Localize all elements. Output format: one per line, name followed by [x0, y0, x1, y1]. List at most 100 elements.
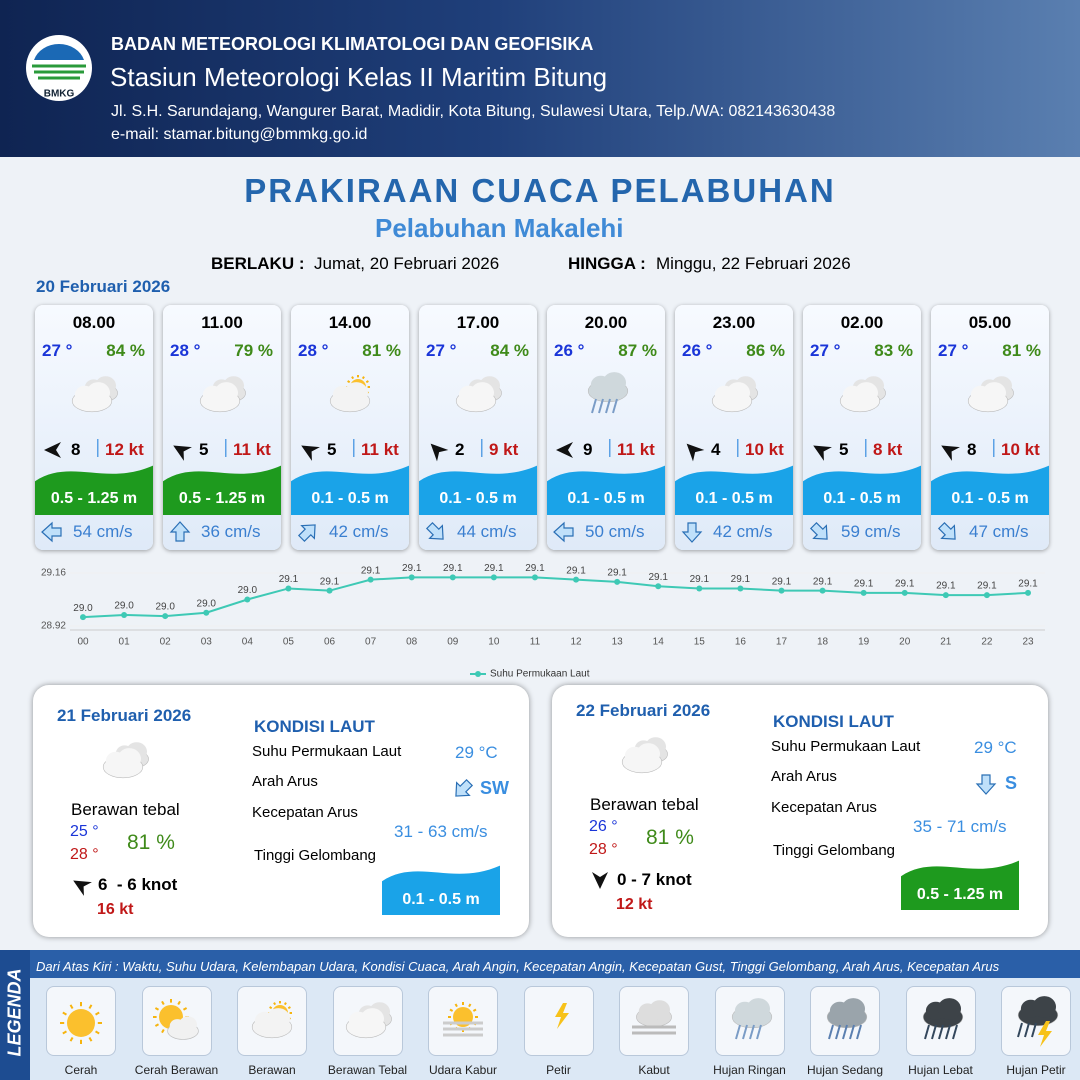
to-label: HINGGA :: [568, 254, 646, 273]
day-panel: 22 Februari 2026 Berawan tebal 26 ° 28 ° 81 …: [552, 685, 1048, 937]
sst: 29 °C: [974, 738, 1017, 757]
legend-icon-box: [810, 986, 880, 1056]
rain: [1024, 1022, 1030, 1038]
sun: [67, 1009, 95, 1037]
value-label: 29.1: [484, 563, 504, 574]
sst-point: [1025, 589, 1031, 596]
current-arrow-box: [455, 778, 474, 797]
sun-ray: [182, 1007, 187, 1011]
wind-arrow-box: [556, 442, 573, 458]
sun-ray: [269, 1006, 273, 1010]
wave-height: 0.1 - 0.5 m: [823, 490, 901, 507]
x-tick-label: 03: [201, 637, 213, 648]
legend-icon-box: [523, 986, 594, 1056]
current-speed: 47 cm/s: [969, 522, 1029, 541]
air-temp: 27 °: [42, 341, 73, 360]
cloud-part: [841, 998, 865, 1020]
value-label: 29.1: [525, 563, 545, 574]
humidity: 79 %: [234, 341, 273, 360]
condition: Berawan tebal: [71, 800, 180, 819]
x-tick-label: 15: [694, 637, 706, 648]
rain: [734, 1024, 741, 1040]
cloud-part: [266, 1008, 290, 1030]
sst-line: [82, 576, 1029, 619]
gust: 11 kt: [617, 440, 655, 459]
address: Jl. S.H. Sarundajang, Wangurer Barat, Ma…: [111, 103, 836, 120]
weather-icon: [199, 376, 246, 413]
time: 05.00: [968, 313, 1012, 332]
value-label: 29.1: [854, 579, 874, 590]
sst-label: Suhu Permukaan Laut: [771, 738, 921, 755]
sun-ray: [454, 1003, 458, 1008]
x-tick-label: 00: [77, 637, 89, 648]
wave-box: [35, 465, 153, 515]
sun-ray: [472, 1008, 477, 1012]
wind-arrow: [556, 442, 573, 458]
cloud-part: [1032, 996, 1056, 1018]
wave: [675, 465, 793, 515]
wave-height: 0.1 - 0.5 m: [402, 891, 480, 908]
speed-label: Kecepatan Arus: [771, 799, 877, 816]
value-label: 29.1: [607, 567, 627, 578]
sun-ray: [361, 376, 365, 380]
rain: [605, 398, 611, 414]
wave-height: 0.1 - 0.5 m: [439, 490, 517, 507]
sun-ray: [69, 1004, 74, 1009]
rain: [591, 398, 597, 414]
wind-arrow-box: [301, 445, 320, 461]
wind-arrow-box: [941, 445, 960, 461]
speed-label: Kecepatan Arus: [252, 804, 358, 821]
legend-icon-box: [332, 986, 403, 1056]
cloud-part: [360, 1008, 384, 1030]
logo-sky: [34, 44, 84, 60]
wind-speed: 8: [967, 440, 977, 459]
wind-arrow: [592, 872, 608, 889]
legend-label: Suhu Permukaan Laut: [490, 669, 590, 680]
wind-arrow-box: [73, 880, 92, 896]
wave: [803, 465, 921, 515]
sun-ray: [154, 1007, 159, 1011]
sst-point: [203, 609, 210, 616]
time: 11.00: [201, 313, 243, 332]
wind-speed: 4: [711, 440, 721, 459]
legend-icon: [731, 998, 772, 1040]
air-temp: 26 °: [682, 341, 713, 360]
wave: [35, 465, 153, 515]
legend-icon: [443, 1002, 483, 1037]
legend-label: Udara Kabur: [428, 1063, 498, 1077]
value-label: 29.1: [443, 563, 463, 574]
day-date: 22 Februari 2026: [576, 701, 711, 720]
time: 23.00: [712, 313, 756, 332]
legend-icon: [554, 1003, 569, 1029]
legend-label: Berawan Tebal: [327, 1063, 408, 1077]
from-label: BERLAKU :: [211, 254, 305, 273]
time: 20.00: [584, 313, 628, 332]
gust: 10 kt: [1001, 440, 1040, 459]
current-speed: 54 cm/s: [73, 522, 133, 541]
legend-label: Berawan: [248, 1063, 296, 1077]
temp-max: 28 °: [589, 841, 618, 858]
sst-point: [285, 585, 292, 592]
wave-height: 0.1 - 0.5 m: [951, 490, 1029, 507]
sun-ray: [160, 1000, 165, 1006]
value-label: 29.0: [238, 585, 258, 596]
wave-height: 0.1 - 0.5 m: [695, 490, 773, 507]
cloud-part: [937, 998, 961, 1020]
gust: 12 kt: [105, 440, 144, 459]
wind: 0 - 7 knot: [617, 870, 692, 889]
wave-box: [803, 465, 921, 515]
wave-box: [419, 465, 537, 515]
wind-speed: 5: [327, 440, 337, 459]
sst-point: [326, 587, 333, 594]
weather-icon: [587, 372, 629, 414]
weather-icon: [455, 376, 502, 413]
current-arrow-box: [41, 521, 62, 543]
current-dir: S: [1005, 773, 1018, 793]
wave-box: [382, 865, 500, 915]
legend-title: LEGENDA: [4, 968, 25, 1057]
sst-point: [367, 576, 374, 583]
humidity: 81 %: [1002, 341, 1041, 360]
legend-icon-box: [905, 986, 976, 1056]
rain: [849, 1024, 855, 1040]
gust: 10 kt: [745, 440, 784, 459]
